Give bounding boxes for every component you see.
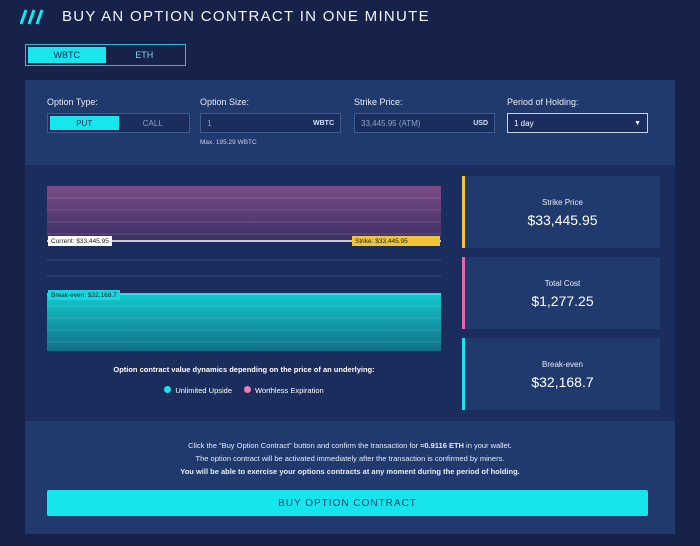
caption: Option contract value dynamics depending… xyxy=(113,365,375,374)
stat-card: Strike Price $33,445.95 xyxy=(462,176,660,248)
strike-tag: Strike: $33,445.95 xyxy=(352,236,440,246)
legend-label: Unlimited Upside xyxy=(175,386,233,395)
asset-tabs: WBTC ETH xyxy=(25,44,186,66)
unit: WBTC xyxy=(313,119,334,127)
strike-input[interactable]: 33,445.95 (ATM) USD xyxy=(354,113,495,133)
option[interactable]: PUT xyxy=(50,116,119,130)
label: Strike Price: xyxy=(354,97,403,107)
label: Option Type: xyxy=(47,97,98,107)
stat-label: Strike Price xyxy=(542,198,583,207)
stat-value: $32,168.7 xyxy=(531,374,594,390)
notice: Click the "Buy Option Contract" button a… xyxy=(25,421,675,534)
value: 1 day xyxy=(514,118,534,128)
current-tag: Current: $33,445.95 xyxy=(48,236,112,246)
stat-value: $33,445.95 xyxy=(527,212,598,228)
value: 1 xyxy=(207,118,212,128)
tab[interactable]: WBTC xyxy=(28,47,106,63)
text: in your wallet. xyxy=(463,441,512,450)
payoff-diagram xyxy=(47,186,441,351)
stat-card: Total Cost $1,277.25 xyxy=(462,257,660,329)
legend-item: Worthless Expiration xyxy=(244,386,324,395)
notice-line: The option contract will be activated im… xyxy=(195,454,505,463)
caret: ▼ xyxy=(634,119,641,127)
text: Click the "Buy Option Contract" button a… xyxy=(188,441,421,450)
notice-line: You will be able to exercise your option… xyxy=(180,467,520,476)
period-select[interactable]: 1 day ▼ xyxy=(507,113,648,133)
tab[interactable]: ETH xyxy=(135,50,154,60)
label: Period of Holding: xyxy=(507,97,579,107)
stat-value: $1,277.25 xyxy=(531,293,594,309)
stat-card: Break-even $32,168.7 xyxy=(462,338,660,410)
stat-label: Break-even xyxy=(542,360,583,369)
breakeven-tag: Break-even: $32,168.7 xyxy=(48,290,120,300)
option-type: PUT CALL xyxy=(47,113,190,133)
legend-label: Worthless Expiration xyxy=(255,386,324,395)
unit: USD xyxy=(473,119,488,127)
logo-slashes xyxy=(20,9,44,25)
legend-item: Unlimited Upside xyxy=(164,386,232,395)
page-title: BUY AN OPTION CONTRACT IN ONE MINUTE xyxy=(62,8,430,25)
label: Option Size: xyxy=(200,97,250,107)
stat-label: Total Cost xyxy=(544,279,581,288)
value: 33,445.95 (ATM) xyxy=(361,118,421,128)
size-input[interactable]: 1 WBTC xyxy=(200,113,341,133)
buy-button[interactable]: BUY OPTION CONTRACT xyxy=(47,490,648,516)
notice-line: Click the "Buy Option Contract" button a… xyxy=(25,439,675,452)
option[interactable]: CALL xyxy=(142,118,163,128)
hint: Max. 195.29 WBTC xyxy=(200,139,257,146)
amount: ≈0.9116 ETH xyxy=(420,441,464,450)
legend: Unlimited Upside Worthless Expiration xyxy=(47,386,441,395)
